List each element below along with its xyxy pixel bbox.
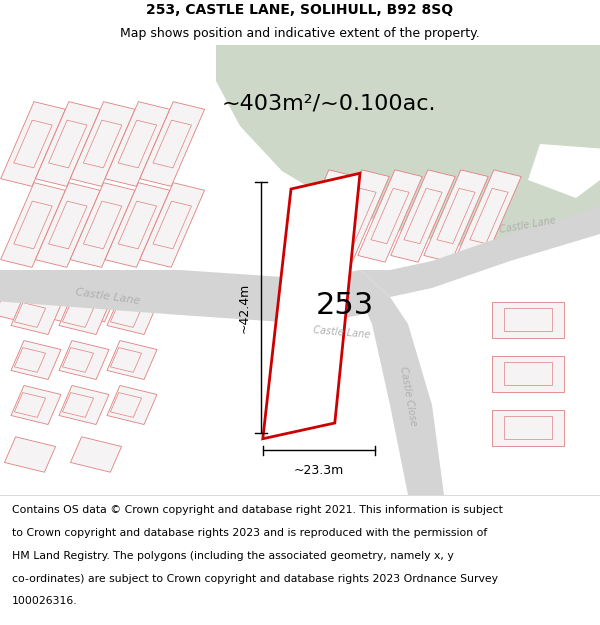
Polygon shape	[59, 296, 109, 334]
Polygon shape	[216, 45, 600, 248]
Polygon shape	[110, 302, 142, 328]
Polygon shape	[492, 301, 564, 338]
Polygon shape	[105, 102, 170, 186]
Text: Castle Lane: Castle Lane	[499, 215, 557, 235]
Polygon shape	[153, 120, 191, 168]
Polygon shape	[76, 272, 123, 322]
Polygon shape	[504, 362, 552, 385]
Polygon shape	[70, 437, 122, 472]
Polygon shape	[371, 188, 409, 244]
Polygon shape	[153, 201, 191, 249]
Polygon shape	[83, 120, 122, 168]
Polygon shape	[107, 296, 157, 334]
Polygon shape	[59, 341, 109, 379]
Polygon shape	[424, 170, 488, 262]
Polygon shape	[404, 188, 442, 244]
Polygon shape	[70, 102, 135, 186]
Polygon shape	[263, 173, 360, 439]
Polygon shape	[528, 144, 600, 198]
Polygon shape	[62, 348, 94, 372]
Polygon shape	[35, 182, 100, 268]
Polygon shape	[1, 102, 65, 186]
Polygon shape	[504, 308, 552, 331]
Text: 253, CASTLE LANE, SOLIHULL, B92 8SQ: 253, CASTLE LANE, SOLIHULL, B92 8SQ	[146, 3, 454, 17]
Polygon shape	[305, 188, 343, 244]
Polygon shape	[35, 272, 82, 322]
Text: 253: 253	[316, 291, 374, 321]
Text: ~403m²/~0.100ac.: ~403m²/~0.100ac.	[222, 94, 437, 114]
Polygon shape	[391, 170, 455, 262]
Polygon shape	[14, 120, 52, 168]
Polygon shape	[11, 296, 61, 334]
Polygon shape	[35, 102, 100, 186]
Text: 100026316.: 100026316.	[12, 596, 77, 606]
Polygon shape	[11, 341, 61, 379]
Polygon shape	[62, 302, 94, 328]
Text: co-ordinates) are subject to Crown copyright and database rights 2023 Ordnance S: co-ordinates) are subject to Crown copyr…	[12, 574, 498, 584]
Polygon shape	[83, 201, 122, 249]
Polygon shape	[49, 120, 87, 168]
Polygon shape	[11, 386, 61, 424]
Text: HM Land Registry. The polygons (including the associated geometry, namely x, y: HM Land Registry. The polygons (includin…	[12, 551, 454, 561]
Polygon shape	[140, 182, 205, 268]
Polygon shape	[457, 170, 521, 262]
Text: ~42.4m: ~42.4m	[238, 282, 251, 332]
Polygon shape	[4, 437, 56, 472]
Polygon shape	[360, 207, 600, 297]
Polygon shape	[358, 170, 422, 262]
Polygon shape	[1, 182, 65, 268]
Polygon shape	[118, 201, 157, 249]
Polygon shape	[14, 302, 46, 328]
Polygon shape	[118, 120, 157, 168]
Polygon shape	[70, 182, 135, 268]
Polygon shape	[105, 182, 170, 268]
Polygon shape	[107, 386, 157, 424]
Text: ~23.3m: ~23.3m	[294, 464, 344, 477]
Polygon shape	[49, 201, 87, 249]
Polygon shape	[14, 392, 46, 418]
Polygon shape	[492, 356, 564, 391]
Polygon shape	[107, 341, 157, 379]
Polygon shape	[59, 386, 109, 424]
Polygon shape	[292, 170, 356, 262]
Polygon shape	[140, 102, 205, 186]
Polygon shape	[360, 297, 444, 495]
Text: Contains OS data © Crown copyright and database right 2021. This information is : Contains OS data © Crown copyright and d…	[12, 506, 503, 516]
Polygon shape	[110, 348, 142, 372]
Polygon shape	[504, 416, 552, 439]
Polygon shape	[62, 392, 94, 418]
Text: to Crown copyright and database rights 2023 and is reproduced with the permissio: to Crown copyright and database rights 2…	[12, 528, 487, 538]
Polygon shape	[492, 409, 564, 446]
Polygon shape	[0, 270, 390, 324]
Text: Castle Close: Castle Close	[398, 366, 418, 426]
Text: Map shows position and indicative extent of the property.: Map shows position and indicative extent…	[120, 28, 480, 40]
Text: Castle Lane: Castle Lane	[75, 288, 141, 306]
Polygon shape	[325, 170, 389, 262]
Polygon shape	[437, 188, 475, 244]
Text: Castle Lane: Castle Lane	[313, 326, 371, 341]
Polygon shape	[338, 188, 376, 244]
Polygon shape	[110, 392, 142, 418]
Polygon shape	[470, 188, 508, 244]
Polygon shape	[0, 272, 41, 322]
Polygon shape	[14, 201, 52, 249]
Polygon shape	[14, 348, 46, 372]
